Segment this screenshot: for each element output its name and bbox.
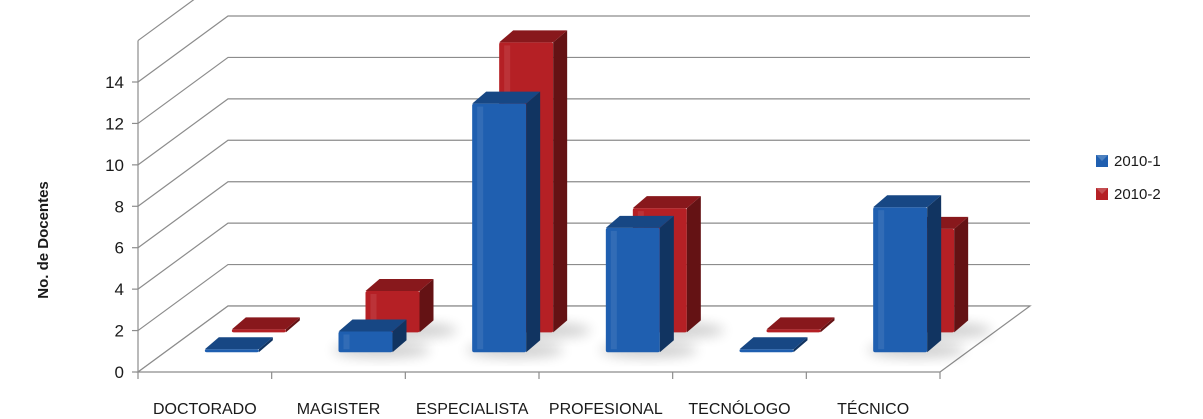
- category-label: TÉCNICO: [837, 399, 909, 418]
- y-tick-label: 6: [115, 239, 124, 258]
- bar-front: [472, 103, 527, 353]
- category-label: PROFESIONAL: [549, 401, 663, 418]
- bar-side: [686, 196, 701, 333]
- bar-2010-2-TECNÓLOGO: [766, 317, 835, 333]
- y-tick-label: 8: [115, 197, 124, 216]
- bars: [204, 30, 992, 359]
- bar-top: [231, 317, 300, 330]
- y-tick-label: 4: [115, 280, 124, 299]
- bar-2010-1-DOCTORADO: [204, 337, 273, 353]
- bar-front: [605, 227, 660, 353]
- bar-side: [553, 30, 568, 333]
- bar-side: [820, 317, 835, 333]
- bar-2010-1-TÉCNICO: [867, 195, 965, 359]
- bar-front: [739, 349, 794, 353]
- bar-top: [472, 91, 541, 104]
- legend: 2010-1 2010-2: [1096, 153, 1161, 203]
- bar-side: [392, 319, 407, 353]
- bar-top: [365, 278, 434, 291]
- gridline: [137, 263, 1030, 332]
- bar-2010-1-ESPECIALISTA: [466, 91, 564, 359]
- category-label: MAGISTER: [297, 401, 381, 418]
- bar-top: [338, 319, 407, 332]
- bar-side: [526, 91, 541, 353]
- legend-swatch-shine: [1096, 188, 1108, 194]
- legend-item-2010-2: 2010-2: [1096, 186, 1161, 203]
- bar-side: [927, 195, 942, 353]
- bar-top: [739, 337, 808, 350]
- gridline: [137, 98, 1030, 166]
- gridline: [137, 15, 1030, 83]
- bar-top: [873, 195, 942, 208]
- bar-top: [499, 30, 568, 43]
- bar-side: [258, 337, 273, 353]
- category-label: DOCTORADO: [153, 401, 257, 418]
- bar-highlight: [370, 293, 377, 330]
- bar-highlight: [477, 106, 484, 350]
- gridline: [137, 181, 1030, 249]
- gridline: [137, 222, 1030, 290]
- bar-top: [204, 337, 273, 350]
- legend-label: 2010-2: [1114, 186, 1161, 203]
- y-tick-label: 10: [105, 156, 124, 175]
- gridline: [137, 139, 1030, 207]
- category-label: ESPECIALISTA: [416, 401, 529, 418]
- gridlines: [137, 0, 1030, 373]
- bar-top: [766, 317, 835, 330]
- y-tick-label: 14: [105, 73, 124, 92]
- bar-highlight: [878, 210, 885, 350]
- bar-front: [338, 331, 393, 353]
- legend-label: 2010-1: [1114, 153, 1161, 170]
- bar-side: [285, 317, 300, 333]
- y-tick-label: 2: [115, 322, 124, 341]
- category-label: TECNÓLOGO: [688, 399, 790, 418]
- gridline: [137, 56, 1030, 124]
- bar-top: [605, 215, 674, 228]
- bar-highlight: [610, 230, 617, 350]
- bar-highlight: [343, 334, 350, 350]
- y-axis-title: No. de Docentes: [35, 181, 52, 299]
- bar-side: [954, 216, 969, 333]
- bar-2010-1-TECNÓLOGO: [739, 337, 808, 353]
- bar-front: [766, 329, 821, 333]
- legend-item-2010-1: 2010-1: [1096, 153, 1161, 170]
- y-tick-label: 0: [115, 363, 124, 382]
- bar-2010-1-PROFESIONAL: [600, 215, 698, 359]
- bar-side: [659, 215, 674, 353]
- y-tick-label: 12: [105, 114, 124, 133]
- gridline: [137, 0, 195, 42]
- legend-swatch-shine: [1096, 155, 1108, 161]
- bar-front: [873, 207, 928, 353]
- bar-2010-1-MAGISTER: [332, 319, 431, 359]
- bar-side: [793, 337, 808, 353]
- bar-top: [632, 196, 701, 209]
- bar-front: [231, 329, 286, 333]
- bar-2010-2-DOCTORADO: [231, 317, 300, 333]
- labels: 0 2 4 6 8 10 12 14 DOCTORADO MAGISTER ESPECIALISTA…: [105, 73, 909, 418]
- bar-side: [419, 278, 434, 333]
- bar-front: [204, 349, 259, 353]
